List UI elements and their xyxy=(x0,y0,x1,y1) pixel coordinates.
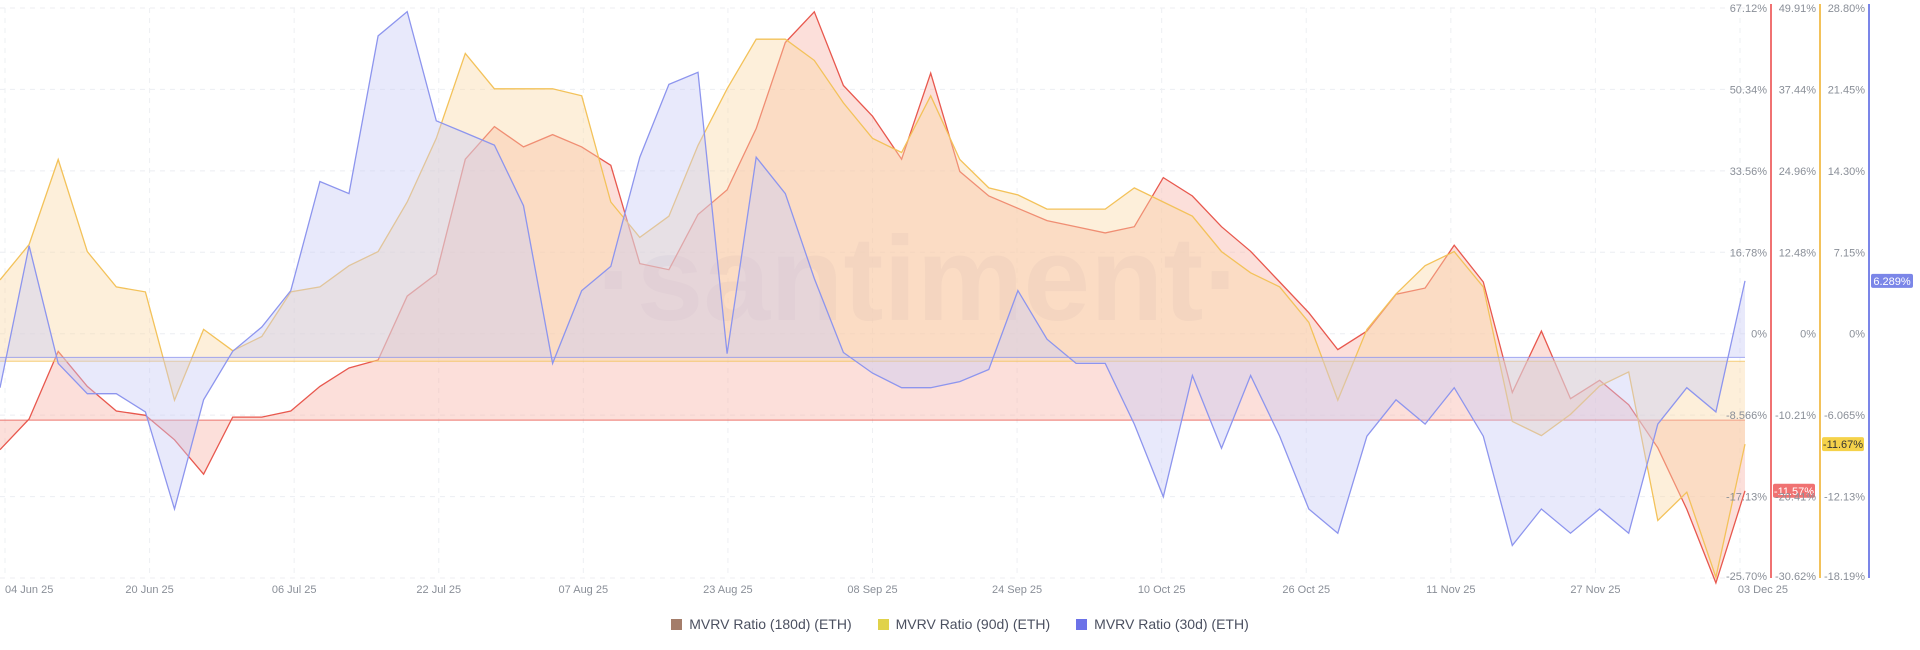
y-tick-label: 37.44% xyxy=(1779,84,1817,96)
y-tick-label: -30.62% xyxy=(1775,571,1816,583)
y-tick-label: 67.12% xyxy=(1730,3,1768,15)
y-tick-label: 0% xyxy=(1849,329,1865,341)
y-tick-label: 16.78% xyxy=(1730,247,1768,259)
y-axes: 67.12% 50.34% 33.56% 16.78% 0% -8.566% -17.13%… xyxy=(1726,3,1913,583)
y-tick-label: 33.56% xyxy=(1730,166,1768,178)
x-tick-label: 24 Sep 25 xyxy=(992,584,1042,596)
current-value-badge-0 xyxy=(1773,483,1815,498)
legend-item-180d[interactable]: MVRV Ratio (180d) (ETH) xyxy=(671,616,852,632)
current-value-label-0: -11.57% xyxy=(1774,486,1814,498)
x-tick-label: 23 Aug 25 xyxy=(703,584,753,596)
series-line-0 xyxy=(0,10,1746,585)
y-tick-label: 0% xyxy=(1800,329,1816,341)
series-line-1 xyxy=(0,38,1746,580)
y-tick-label: 7.15% xyxy=(1834,247,1865,259)
legend: MVRV Ratio (180d) (ETH) MVRV Ratio (90d)… xyxy=(0,612,1920,636)
legend-swatch-90d xyxy=(877,618,889,630)
x-tick-label: 03 Dec 25 xyxy=(1738,584,1788,596)
x-tick-label: 06 Jul 25 xyxy=(272,584,317,596)
x-tick-label: 11 Nov 25 xyxy=(1426,584,1475,596)
y-tick-label: 0% xyxy=(1751,329,1767,341)
y-tick-label: 28.80% xyxy=(1828,3,1866,15)
y-tick-label: -6.065% xyxy=(1824,410,1865,422)
x-tick-label: 04 Jun 25 xyxy=(5,584,53,596)
x-tick-label: 07 Aug 25 xyxy=(559,584,609,596)
current-value-badge-1 xyxy=(1822,437,1864,452)
y-tick-label: 49.91% xyxy=(1779,3,1817,15)
x-axis: 04 Jun 25 20 Jun 25 06 Jul 25 22 Jul 25 07 A… xyxy=(5,584,1788,596)
legend-label-180d: MVRV Ratio (180d) (ETH) xyxy=(689,616,852,632)
legend-label-30d: MVRV Ratio (30d) (ETH) xyxy=(1094,616,1249,632)
plot-area xyxy=(0,10,1746,585)
y-tick-label: -18.19% xyxy=(1824,571,1865,583)
series-area-1 xyxy=(0,39,1745,578)
series-area-2 xyxy=(0,11,1745,546)
x-tick-label: 27 Nov 25 xyxy=(1570,584,1620,596)
x-tick-label: 22 Jul 25 xyxy=(416,584,461,596)
y-tick-label: 21.45% xyxy=(1828,84,1866,96)
y-tick-label: 12.48% xyxy=(1779,247,1817,259)
series-area-0 xyxy=(0,11,1745,583)
santiment-watermark: ·santiment· xyxy=(597,212,1244,346)
x-tick-label: 10 Oct 25 xyxy=(1138,584,1186,596)
current-value-label-1: -11.67% xyxy=(1823,439,1863,451)
current-value-badge-2 xyxy=(1871,273,1913,288)
y-tick-label: 14.30% xyxy=(1828,166,1866,178)
y-tick-label: 50.34% xyxy=(1730,84,1768,96)
current-value-label-2: 6.289% xyxy=(1873,276,1911,288)
legend-label-90d: MVRV Ratio (90d) (ETH) xyxy=(895,616,1051,632)
y-tick-label: -25.70% xyxy=(1726,571,1767,583)
y-tick-label: -8.566% xyxy=(1726,410,1767,422)
legend-swatch-180d xyxy=(671,618,683,630)
y-tick-label: 24.96% xyxy=(1779,166,1817,178)
y-tick-label: -20.41% xyxy=(1775,492,1816,504)
grid xyxy=(0,7,1745,579)
x-tick-label: 08 Sep 25 xyxy=(847,584,897,596)
x-tick-label: 20 Jun 25 xyxy=(125,584,173,596)
y-tick-label: -17.13% xyxy=(1726,492,1767,504)
series-line-2 xyxy=(0,10,1746,547)
y-tick-label: -10.21% xyxy=(1775,410,1816,422)
y-tick-label: -12.13% xyxy=(1824,492,1865,504)
legend-item-90d[interactable]: MVRV Ratio (90d) (ETH) xyxy=(877,616,1051,632)
legend-swatch-30d xyxy=(1076,618,1088,630)
x-tick-label: 26 Oct 25 xyxy=(1282,584,1330,596)
legend-item-30d[interactable]: MVRV Ratio (30d) (ETH) xyxy=(1076,616,1249,632)
